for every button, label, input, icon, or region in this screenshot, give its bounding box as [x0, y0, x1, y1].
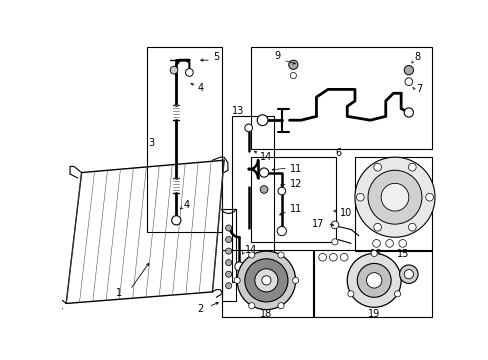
Circle shape: [366, 273, 381, 288]
Text: 16: 16: [369, 249, 382, 259]
Bar: [250, 157, 335, 242]
Circle shape: [407, 163, 415, 171]
Circle shape: [277, 187, 285, 195]
Circle shape: [171, 216, 181, 225]
Circle shape: [290, 72, 296, 78]
Text: 3: 3: [148, 138, 154, 148]
Circle shape: [404, 108, 413, 117]
Text: 14: 14: [244, 244, 257, 255]
Circle shape: [225, 271, 231, 277]
Circle shape: [259, 168, 268, 177]
Circle shape: [260, 186, 267, 193]
Circle shape: [354, 157, 434, 237]
Circle shape: [331, 239, 337, 245]
Circle shape: [340, 253, 347, 261]
Circle shape: [425, 193, 432, 201]
Text: 11: 11: [289, 164, 301, 174]
Text: 4: 4: [197, 83, 203, 93]
Circle shape: [356, 193, 364, 201]
Bar: [147, 47, 221, 232]
Circle shape: [257, 115, 267, 126]
Text: 10: 10: [339, 208, 351, 217]
Circle shape: [399, 265, 417, 283]
Circle shape: [380, 183, 408, 211]
Circle shape: [346, 253, 400, 307]
Circle shape: [347, 291, 353, 297]
Circle shape: [225, 283, 231, 289]
Circle shape: [237, 251, 295, 310]
Circle shape: [185, 69, 193, 76]
Circle shape: [372, 239, 380, 247]
Text: 1: 1: [116, 288, 122, 298]
Circle shape: [292, 277, 298, 283]
Circle shape: [254, 269, 277, 292]
Text: 8: 8: [413, 52, 420, 62]
Circle shape: [394, 291, 400, 297]
Circle shape: [244, 259, 287, 302]
Circle shape: [277, 303, 284, 309]
Bar: [313, 249, 431, 316]
Circle shape: [277, 252, 284, 258]
Bar: [221, 249, 312, 316]
Text: 2: 2: [197, 304, 203, 314]
Circle shape: [330, 221, 338, 229]
Circle shape: [404, 66, 413, 75]
Circle shape: [244, 124, 252, 132]
Text: 11: 11: [289, 204, 301, 214]
Circle shape: [234, 262, 244, 271]
Circle shape: [248, 303, 254, 309]
Bar: [250, 47, 431, 149]
Text: 5: 5: [213, 52, 219, 62]
Circle shape: [170, 66, 178, 74]
Bar: [354, 157, 431, 251]
Text: 12: 12: [289, 179, 301, 189]
Circle shape: [373, 163, 381, 171]
Circle shape: [367, 170, 421, 224]
Circle shape: [225, 260, 231, 266]
Text: 17: 17: [311, 219, 324, 229]
Text: 19: 19: [367, 309, 380, 319]
Text: 9: 9: [274, 51, 280, 61]
Text: 6: 6: [334, 148, 340, 158]
Text: 14: 14: [260, 152, 272, 162]
Text: 4: 4: [183, 200, 189, 210]
Circle shape: [248, 252, 254, 258]
Circle shape: [407, 223, 415, 231]
Circle shape: [404, 78, 412, 86]
Circle shape: [398, 239, 406, 247]
Circle shape: [404, 270, 413, 279]
Text: 15: 15: [396, 249, 408, 259]
Circle shape: [329, 253, 337, 261]
Circle shape: [225, 237, 231, 243]
Circle shape: [373, 223, 381, 231]
Circle shape: [357, 264, 390, 297]
Bar: [221, 209, 235, 301]
Circle shape: [385, 239, 393, 247]
Circle shape: [318, 253, 326, 261]
Text: 13: 13: [231, 106, 244, 116]
Circle shape: [234, 277, 240, 283]
Circle shape: [225, 248, 231, 254]
Bar: [231, 116, 274, 282]
Circle shape: [277, 226, 286, 236]
Text: 18: 18: [260, 309, 272, 319]
Text: 7: 7: [415, 84, 421, 94]
Circle shape: [288, 60, 297, 69]
Circle shape: [225, 225, 231, 231]
Circle shape: [370, 250, 377, 256]
Circle shape: [261, 276, 270, 285]
